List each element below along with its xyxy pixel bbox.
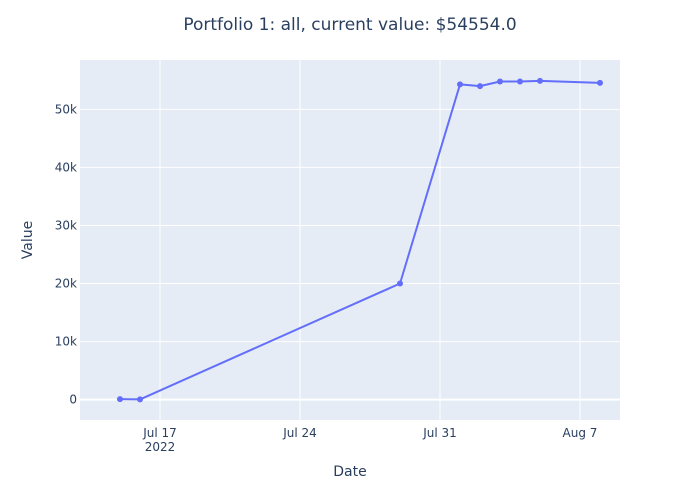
data-point-marker xyxy=(517,78,523,85)
data-point-marker xyxy=(457,81,463,88)
x-tick-label: Aug 7 xyxy=(563,426,598,440)
y-tick-label: 10k xyxy=(55,335,77,349)
x-axis-title: Date xyxy=(333,464,366,480)
y-tick-label: 0 xyxy=(69,393,77,407)
y-tick-label: 40k xyxy=(55,160,77,174)
data-point-marker xyxy=(477,83,483,90)
y-axis-title: Value xyxy=(20,221,36,259)
y-tick-label: 30k xyxy=(55,218,77,232)
grid-lines xyxy=(80,60,620,420)
data-point-marker xyxy=(397,280,403,287)
x-tick-label: Jul 31 xyxy=(422,426,457,440)
plot-area xyxy=(80,60,620,420)
x-tick-sublabel: 2022 xyxy=(145,440,176,454)
x-tick-label: Jul 17 xyxy=(142,426,177,440)
data-point-marker xyxy=(137,396,143,403)
x-tick-label: Jul 24 xyxy=(282,426,317,440)
data-point-marker xyxy=(117,396,123,403)
data-point-marker xyxy=(497,78,503,85)
data-point-marker xyxy=(537,77,543,84)
chart-title: Portfolio 1: all, current value: $54554.… xyxy=(183,15,516,35)
series-layer xyxy=(117,77,603,403)
y-tick-label: 20k xyxy=(55,277,77,291)
data-point-marker xyxy=(597,79,603,86)
y-tick-label: 50k xyxy=(55,102,77,116)
